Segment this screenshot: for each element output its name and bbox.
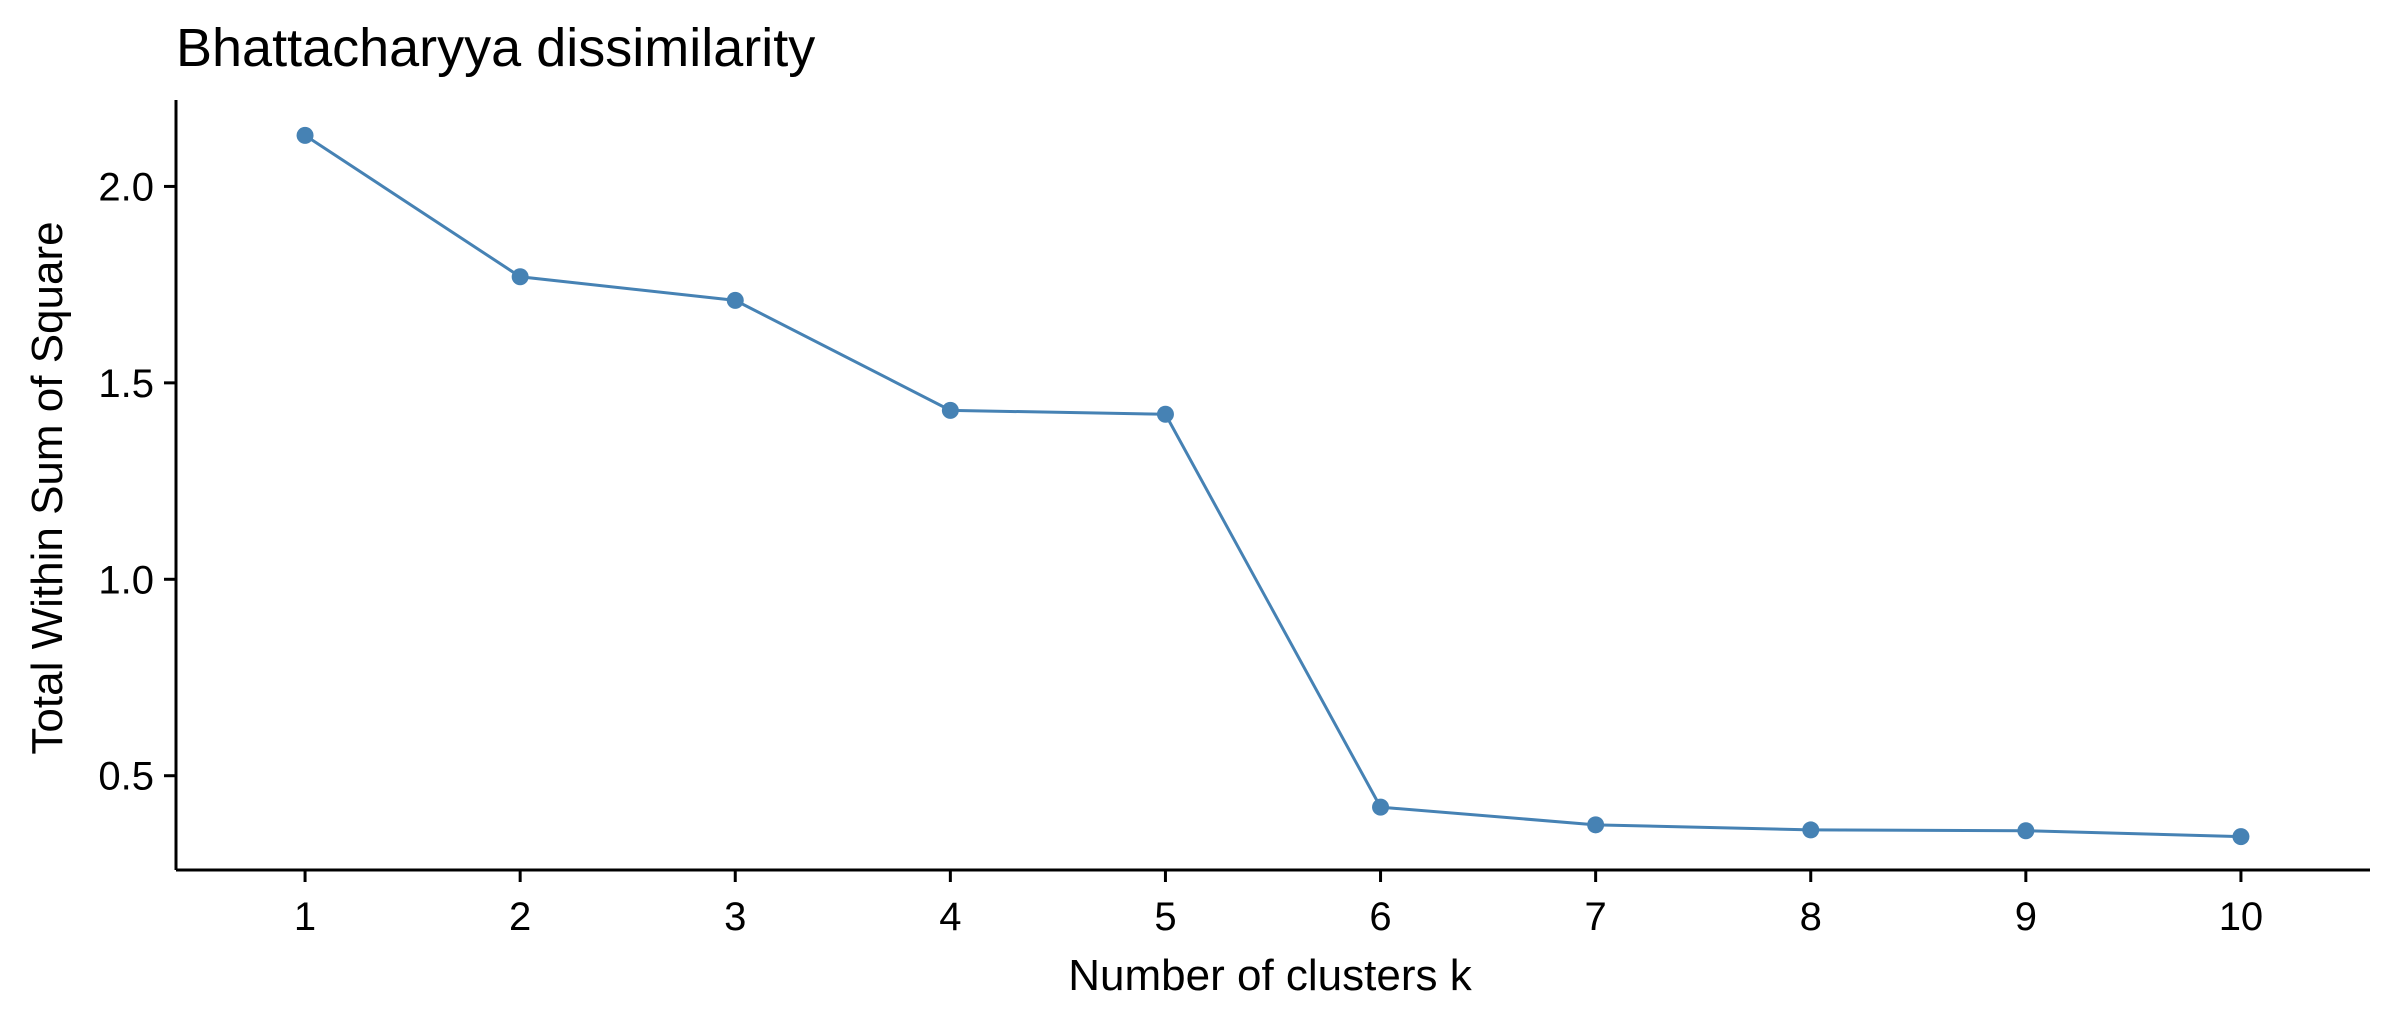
data-point: [2232, 828, 2250, 846]
x-tick-label: 5: [1154, 895, 1176, 939]
y-tick-label: 1.5: [98, 362, 154, 406]
data-point: [1587, 816, 1605, 834]
data-point: [1156, 405, 1174, 423]
x-tick-label: 6: [1369, 895, 1391, 939]
series-line: [304, 134, 2241, 839]
x-tick-label: 8: [1800, 895, 1822, 939]
x-tick-label: 1: [294, 895, 316, 939]
series-wss: [296, 126, 2250, 846]
data-point: [511, 268, 529, 286]
y-tick-label: 0.5: [98, 755, 154, 799]
chart-title: Bhattacharyya dissimilarity: [176, 18, 815, 78]
x-tick-label: 2: [509, 895, 531, 939]
data-point: [1372, 798, 1390, 816]
plot-area: 0.5 1.0 1.5 2.0 1 2 3 4 5 6 7 8 9 10: [98, 100, 2370, 939]
y-axis-title: Total Within Sum of Square: [23, 221, 72, 754]
data-point: [1802, 821, 1820, 839]
data-point: [726, 291, 744, 309]
x-tick-label: 4: [939, 895, 961, 939]
x-tick-label: 7: [1585, 895, 1607, 939]
x-tick-label: 3: [724, 895, 746, 939]
data-point: [941, 401, 959, 419]
x-axis-ticks: 1 2 3 4 5 6 7 8 9 10: [294, 870, 2263, 939]
y-axis-ticks: 0.5 1.0 1.5 2.0: [98, 165, 176, 799]
x-tick-label: 10: [2219, 895, 2264, 939]
x-tick-label: 9: [2015, 895, 2037, 939]
x-axis-title: Number of clusters k: [1068, 951, 1472, 1000]
y-tick-label: 2.0: [98, 165, 154, 209]
data-point: [296, 126, 314, 144]
data-point: [2017, 822, 2035, 840]
y-tick-label: 1.0: [98, 558, 154, 602]
